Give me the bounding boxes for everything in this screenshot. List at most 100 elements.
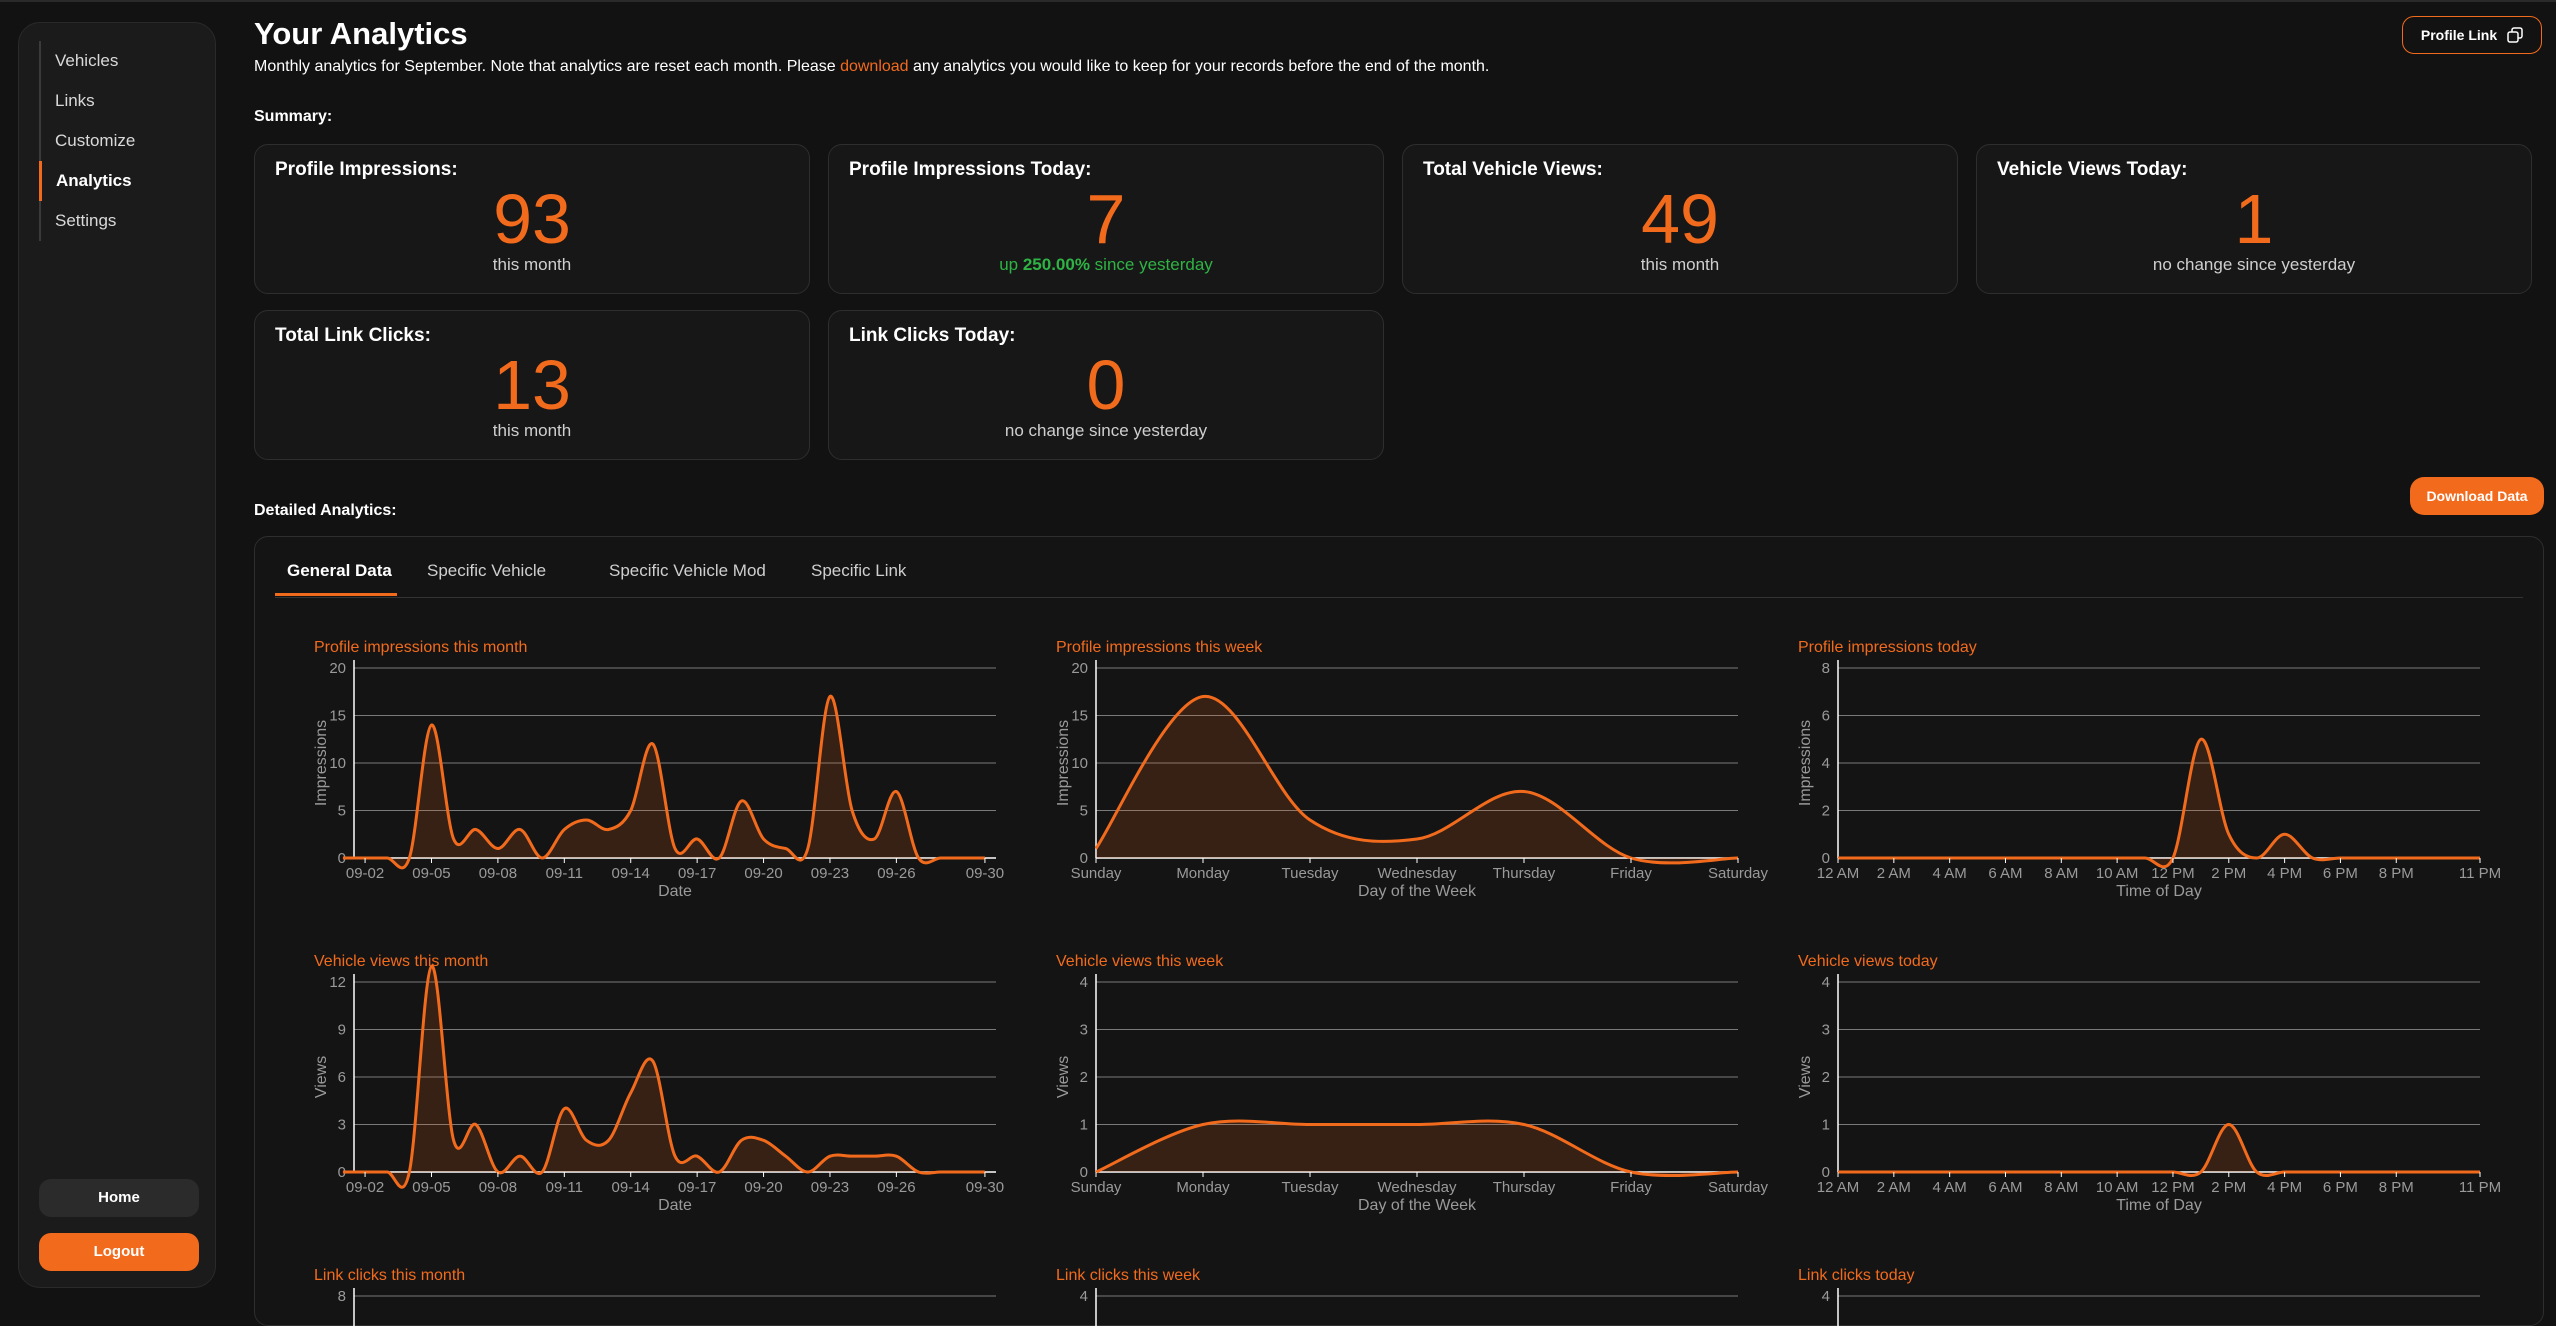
y-tick-label: 0: [1080, 1164, 1088, 1181]
x-tick-label-saturday: Saturday: [1708, 865, 1769, 882]
y-tick-label: 3: [1080, 1022, 1088, 1039]
card-title: Profile Impressions:: [275, 159, 458, 180]
sidebar-item-analytics[interactable]: Analytics: [39, 161, 199, 201]
x-tick-label-monday: Monday: [1176, 865, 1230, 882]
x-tick-label-2-pm: 2 PM: [2211, 865, 2246, 882]
description-text-before: Monthly analytics for September. Note th…: [254, 58, 841, 75]
x-tick-label-6-pm: 6 PM: [2323, 1179, 2358, 1196]
x-tick-label-09-02: 09-02: [346, 1179, 384, 1196]
x-tick-label-12-am: 12 AM: [1817, 1179, 1860, 1196]
chart-vehicle-views-today: Vehicle views today 0 1 2 3 4 Views 12 AM 2 AM 4 …: [1797, 953, 2501, 1214]
x-tick-label-09-17: 09-17: [678, 865, 716, 882]
profile-link-label: Profile Link: [2420, 27, 2498, 43]
area-fill: [342, 966, 985, 1188]
chart-title: Vehicle views this month: [314, 953, 488, 970]
change-prefix: up: [999, 255, 1023, 274]
y-tick-label: 10: [329, 755, 346, 772]
y-tick-label: 4: [1080, 974, 1088, 991]
chart-link-clicks-today: Link clicks today 4: [1798, 1267, 2480, 1326]
card-link-clicks-today: Link Clicks Today: 0 no change since yes…: [828, 310, 1384, 460]
page-title: Your Analytics: [254, 16, 468, 51]
x-tick-label-10-am: 10 AM: [2096, 1179, 2139, 1196]
x-tick-label-tuesday: Tuesday: [1282, 865, 1339, 882]
tab-specific-vehicle-mod[interactable]: Specific Vehicle Mod: [609, 561, 766, 580]
sidebar-nav: Vehicles Links Customize Analytics Setti…: [39, 41, 199, 241]
sidebar-item-vehicles[interactable]: Vehicles: [39, 41, 199, 81]
x-tick-label-09-23: 09-23: [811, 1179, 849, 1196]
analytics-tabs: General Data Specific Vehicle Specific V…: [275, 537, 2523, 598]
sidebar-item-customize[interactable]: Customize: [39, 121, 199, 161]
tab-specific-link[interactable]: Specific Link: [811, 561, 907, 580]
x-axis-label: Date: [658, 1197, 692, 1214]
x-tick-label-09-08: 09-08: [479, 865, 517, 882]
card-value: 13: [493, 346, 571, 424]
series-line: [342, 964, 985, 1189]
chart-vehicle-views-week: Vehicle views this week 0 1 2 3 4 Views Sunday M…: [1055, 953, 1769, 1214]
card-value: 1: [2234, 180, 2274, 258]
card-profile-impressions: Profile Impressions: 93 this month: [254, 144, 810, 294]
y-tick-label: 6: [1822, 708, 1830, 725]
x-tick-label-sunday: Sunday: [1071, 865, 1122, 882]
download-link[interactable]: download: [840, 58, 909, 75]
logout-button[interactable]: Logout: [39, 1233, 199, 1271]
sidebar-item-links[interactable]: Links: [39, 81, 199, 121]
series-line: [1837, 737, 2480, 869]
change-percent: 250.00%: [1022, 255, 1090, 274]
y-tick-label: 2: [1822, 1069, 1830, 1086]
card-value: 0: [1086, 346, 1126, 424]
y-tick-label: 15: [1071, 708, 1088, 725]
summary-label: Summary:: [254, 108, 333, 125]
x-tick-label-friday: Friday: [1610, 1179, 1652, 1196]
x-tick-label-thursday: Thursday: [1493, 1179, 1556, 1196]
y-tick-label: 1: [1822, 1117, 1830, 1134]
x-tick-label-09-05: 09-05: [412, 1179, 450, 1196]
area-fill: [1096, 1120, 1738, 1176]
x-axis-label: Day of the Week: [1358, 1197, 1477, 1214]
tab-specific-vehicle[interactable]: Specific Vehicle: [427, 561, 547, 580]
y-axis-label: Views: [1797, 1056, 1814, 1098]
x-tick-label-8-am: 8 AM: [2044, 1179, 2078, 1196]
x-tick-label-09-14: 09-14: [612, 865, 650, 882]
x-tick-label-10-am: 10 AM: [2096, 865, 2139, 882]
x-tick-label-12-pm: 12 PM: [2151, 865, 2194, 882]
x-tick-label-wednesday: Wednesday: [1378, 865, 1457, 882]
area-fill: [1096, 696, 1738, 863]
chart-profile-impressions-today: Profile impressions today 0 2 4 6 8 Impression…: [1797, 639, 2501, 900]
y-axis-label: Impressions: [1797, 720, 1814, 806]
series-line: [1837, 1122, 2480, 1177]
download-data-button[interactable]: Download Data: [2410, 477, 2544, 515]
x-tick-label-09-20: 09-20: [744, 865, 782, 882]
sidebar-item-settings[interactable]: Settings: [39, 201, 199, 241]
card-title: Total Vehicle Views:: [1423, 159, 1603, 180]
card-vehicle-views-today: Vehicle Views Today: 1 no change since y…: [1976, 144, 2532, 294]
detailed-analytics-label: Detailed Analytics:: [254, 502, 397, 519]
profile-link-button[interactable]: Profile Link: [2402, 16, 2542, 54]
x-tick-label-09-05: 09-05: [412, 865, 450, 882]
card-profile-impressions-today: Profile Impressions Today: 7 up 250.00% …: [828, 144, 1384, 294]
y-tick-label: 8: [1822, 660, 1830, 677]
chart-link-clicks-week: Link clicks this week 4: [1056, 1267, 1738, 1326]
card-subtext: up 250.00% since yesterday: [829, 255, 1383, 275]
area-fill: [1838, 739, 2480, 867]
x-tick-label-4-am: 4 AM: [1933, 1179, 1967, 1196]
x-tick-label-wednesday: Wednesday: [1378, 1179, 1457, 1196]
x-tick-label-09-20: 09-20: [744, 1179, 782, 1196]
chart-title: Link clicks this week: [1056, 1267, 1201, 1284]
x-tick-label-4-pm: 4 PM: [2267, 865, 2302, 882]
y-tick-label: 9: [338, 1022, 346, 1039]
tab-general-data[interactable]: General Data: [287, 561, 392, 580]
chart-profile-impressions-week: Profile impressions this week 0 5 10 15 20 Imp…: [1055, 639, 1769, 900]
chart-title: Vehicle views this week: [1056, 953, 1224, 970]
y-axis-label: Impressions: [1055, 720, 1072, 806]
x-tick-label-09-14: 09-14: [612, 1179, 650, 1196]
home-button[interactable]: Home: [39, 1179, 199, 1217]
y-tick-label: 5: [1080, 803, 1088, 820]
chart-title: Link clicks today: [1798, 1267, 1915, 1284]
card-title: Link Clicks Today:: [849, 325, 1016, 346]
chart-profile-impressions-month: Profile impressions this month 0 5 10 15 20 Im…: [313, 639, 1004, 900]
x-axis-label: Day of the Week: [1358, 883, 1477, 900]
card-title: Total Link Clicks:: [275, 325, 431, 346]
x-tick-label-2-am: 2 AM: [1877, 1179, 1911, 1196]
x-tick-label-09-02: 09-02: [346, 865, 384, 882]
x-tick-label-4-am: 4 AM: [1933, 865, 1967, 882]
